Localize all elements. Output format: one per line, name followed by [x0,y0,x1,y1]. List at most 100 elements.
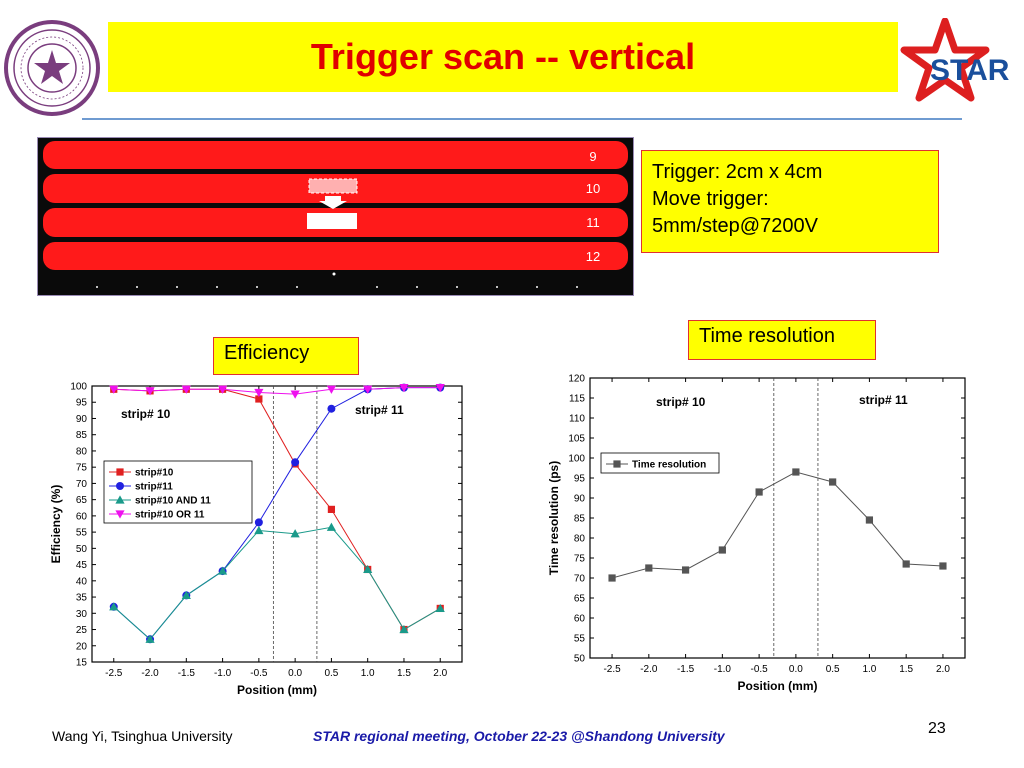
legend-marker-1 [116,482,124,490]
data-point-s3-1 [145,387,155,396]
x-tick-label: -1.0 [214,668,232,679]
data-point-s0-3 [718,546,726,554]
y-tick-label: 110 [569,414,585,425]
strip-number-10: 10 [586,181,600,196]
data-point-s0-4 [255,395,263,403]
y-tick-label: 90 [574,494,586,505]
y-tick-label: 25 [76,625,88,636]
trigger-info-line-3: 5mm/step@7200V [652,215,818,237]
legend-label-3: strip#10 OR 11 [135,510,205,521]
x-tick-label: 1.0 [862,664,876,675]
data-point-s3-2 [181,385,191,394]
y-axis-label: Time resolution (ps) [547,461,561,575]
data-point-s1-6 [327,404,336,413]
y-tick-label: 55 [76,528,88,539]
legend-label-1: strip#11 [135,482,173,493]
move-arrow-icon [319,196,347,209]
data-point-s2-9 [435,603,445,613]
star-logo-text: STAR [930,54,1010,87]
university-seal-logo [4,20,100,116]
y-tick-label: 100 [568,454,585,465]
y-tick-label: 40 [76,576,88,587]
efficiency-chart: 15 20 25 30 35 40 45 50 55 60 65 70 75 80 85 90 95 100 -2.… [49,382,463,697]
x-tick-label: -0.5 [751,664,769,675]
x-tick-label: 2.0 [433,668,447,679]
x-tick-label: -0.5 [250,668,268,679]
x-tick-label: -2.5 [105,668,123,679]
data-point-s0-7 [865,516,874,524]
star-logo: STAR [900,18,1010,102]
data-point-s2-0 [109,602,119,611]
x-tick-label: 0.5 [826,664,840,675]
data-point-s0-8 [902,560,910,568]
data-point-s1-5 [291,458,300,467]
slide-title: Trigger scan -- vertical [310,36,696,77]
legend-marker-3 [115,510,125,519]
data-point-s0-1 [645,564,653,572]
x-tick-label: 2.0 [936,664,950,675]
y-axis-label: Efficiency (%) [49,485,63,564]
x-tick-label: -1.5 [677,664,695,675]
y-tick-label: 50 [574,654,586,665]
y-tick-label: 55 [574,634,586,645]
y-tick-label: 85 [574,514,586,525]
data-point-s2-8 [399,624,409,634]
legend-label-2: strip#10 AND 11 [135,496,211,507]
time-resolution-label: Time resolution [688,320,876,360]
data-point-s3-4 [254,388,264,398]
y-tick-label: 70 [574,574,586,585]
y-tick-label: 30 [76,609,88,620]
x-tick-label: 0.0 [288,668,302,679]
x-tick-label: -2.0 [141,668,159,679]
x-axis-label: Position (mm) [738,679,818,693]
series-line-3 [113,387,441,395]
legend-label-0: Time resolution [632,460,706,471]
x-tick-label: 1.5 [899,664,913,675]
strip-number-9: 9 [589,149,596,164]
x-tick-label: 0.5 [324,668,338,679]
page-number: 23 [928,720,946,737]
y-tick-label: 65 [76,495,88,506]
x-tick-label: -1.0 [714,664,732,675]
title-divider [82,118,962,120]
y-tick-label: 120 [568,374,585,385]
footer-author: Wang Yi, Tsinghua University [52,728,233,744]
x-tick-label: -2.0 [640,664,658,675]
trigger-info-line-1: Trigger: 2cm x 4cm [652,161,823,183]
data-point-s3-7 [363,385,373,394]
data-point-s2-3 [217,566,228,575]
detector-strip-image: 9 10 11 12 [37,137,634,296]
plot-frame [589,377,966,659]
annotation-strip-10: strip# 10 [656,395,706,409]
data-point-s3-9 [435,384,445,393]
y-tick-label: 20 [76,641,88,652]
legend-box [103,460,253,524]
data-point-s2-4 [254,525,264,535]
y-tick-label: 60 [76,511,88,522]
y-tick-label: 105 [568,434,585,445]
y-tick-label: 50 [76,544,88,555]
data-point-s2-2 [181,590,191,600]
data-point-s0-2 [681,566,690,574]
title-banner: Trigger scan -- vertical [108,22,898,92]
data-point-s2-6 [326,522,337,531]
y-tick-label: 100 [70,382,87,393]
data-point-s0-5 [792,468,800,476]
y-tick-label: 85 [76,430,88,441]
y-tick-label: 95 [574,474,586,485]
plot-frame [91,385,463,663]
data-point-s2-7 [363,564,373,574]
x-tick-label: -2.5 [603,664,621,675]
x-tick-label: 1.0 [361,668,375,679]
efficiency-label: Efficiency [213,337,359,375]
annotation-strip-11: strip# 11 [859,393,908,407]
data-point-s0-0 [608,574,616,582]
x-tick-label: 0.0 [789,664,803,675]
data-point-s1-4 [254,518,263,527]
data-point-s0-4 [755,488,763,496]
x-tick-label: -1.5 [178,668,196,679]
footer-meeting: STAR regional meeting, October 22-23 @Sh… [313,728,725,744]
series-line-0 [611,471,943,579]
y-tick-label: 80 [76,446,88,457]
strip-number-11: 11 [586,215,600,230]
